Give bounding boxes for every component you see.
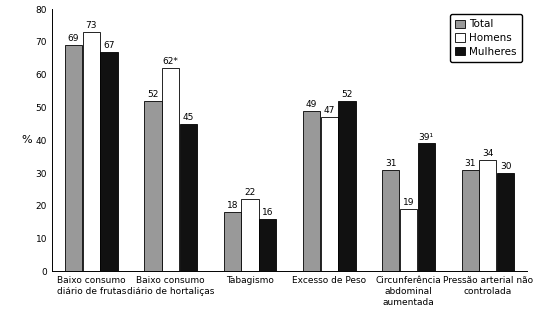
- Bar: [259, 219, 276, 271]
- Text: 47: 47: [324, 106, 335, 115]
- Text: 52: 52: [341, 90, 352, 99]
- Bar: [241, 199, 258, 271]
- Text: 31: 31: [464, 159, 476, 168]
- Text: 16: 16: [262, 208, 273, 217]
- Text: 30: 30: [500, 162, 512, 171]
- Text: 45: 45: [182, 113, 194, 122]
- Text: 18: 18: [226, 201, 238, 210]
- Y-axis label: %: %: [22, 135, 33, 145]
- Text: 73: 73: [85, 21, 97, 30]
- Bar: [462, 170, 479, 271]
- Bar: [100, 52, 117, 271]
- Bar: [479, 160, 496, 271]
- Bar: [83, 32, 100, 271]
- Text: 69: 69: [68, 34, 79, 43]
- Text: 19: 19: [403, 198, 414, 207]
- Bar: [418, 143, 435, 271]
- Bar: [497, 173, 514, 271]
- Bar: [338, 101, 356, 271]
- Text: 62*: 62*: [163, 57, 179, 66]
- Bar: [382, 170, 400, 271]
- Text: 22: 22: [244, 188, 256, 197]
- Bar: [224, 212, 241, 271]
- Bar: [303, 111, 320, 271]
- Text: 52: 52: [147, 90, 159, 99]
- Text: 39¹: 39¹: [419, 132, 434, 141]
- Text: 49: 49: [306, 100, 317, 109]
- Text: 31: 31: [385, 159, 396, 168]
- Bar: [162, 68, 179, 271]
- Text: 34: 34: [482, 149, 494, 158]
- Bar: [144, 101, 161, 271]
- Bar: [320, 117, 338, 271]
- Bar: [180, 124, 197, 271]
- Bar: [65, 45, 82, 271]
- Bar: [400, 209, 417, 271]
- Legend: Total, Homens, Mulheres: Total, Homens, Mulheres: [450, 14, 522, 62]
- Text: 67: 67: [103, 41, 115, 50]
